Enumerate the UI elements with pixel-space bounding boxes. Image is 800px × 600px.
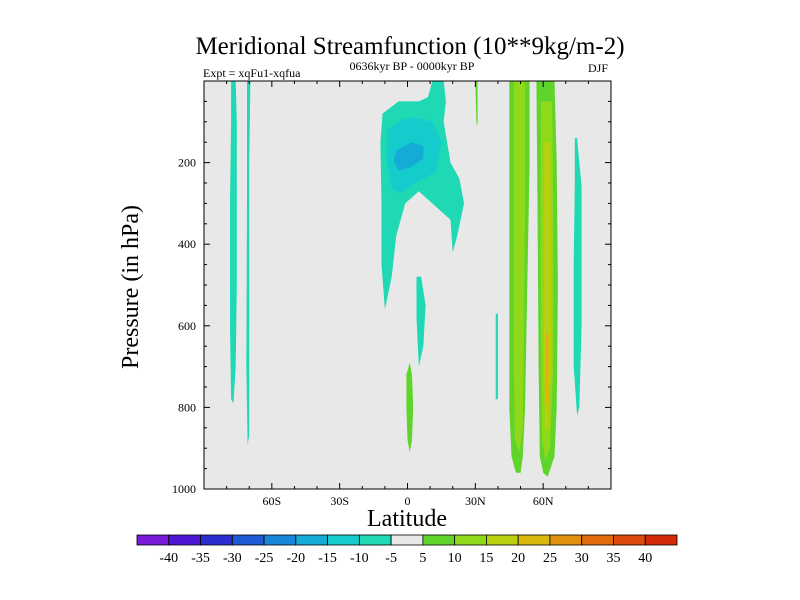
colorbar-swatch (549, 534, 583, 546)
colorbar-swatch (295, 534, 328, 546)
colorbar-swatch (358, 534, 392, 546)
contour-region-neg-5-7 (573, 138, 582, 416)
x-tick-label: 30N (465, 494, 486, 508)
colorbar-label: -10 (350, 551, 369, 566)
y-tick-label: 600 (178, 319, 196, 333)
colorbar-label: 25 (543, 551, 557, 566)
colorbar-swatch (231, 534, 265, 546)
colorbar-label: 35 (606, 551, 620, 566)
contour-region-pos-5-9 (475, 81, 478, 126)
colorbar-label: -20 (286, 551, 305, 566)
colorbar-label: -5 (385, 551, 397, 566)
colorbar-swatch (422, 534, 456, 546)
plot-area: 60S 30S 0 30N 60N 200 400 600 800 1000 (172, 80, 612, 508)
x-axis-label: Latitude (367, 506, 447, 532)
x-tick-label: 30S (330, 494, 349, 508)
colorbar-label: 15 (479, 551, 493, 566)
colorbar-swatch (263, 534, 297, 546)
subtitle-period: 0636kyr BP - 0000kyr BP (350, 59, 475, 73)
colorbar-label: 30 (575, 551, 589, 566)
colorbar-label: 10 (448, 551, 462, 566)
colorbar-label: 40 (638, 551, 652, 566)
colorbar-label: -35 (191, 551, 210, 566)
colorbar-swatch (486, 534, 519, 546)
y-tick-label: 400 (178, 237, 196, 251)
contour-regions (230, 81, 582, 477)
contour-region-neg-5-0 (230, 81, 237, 404)
colorbar-swatch (327, 534, 360, 546)
colorbar: -40 -35 -30 -25 -20 -15 -10 -5 5 10 15 20 25 30 35 40 (136, 534, 678, 566)
colorbar-label: 5 (419, 551, 426, 566)
contour-region-neg-5-5 (416, 276, 426, 367)
y-tick-label: 800 (178, 400, 196, 414)
subtitle-experiment: Expt = xqFu1-xqfua (203, 66, 301, 80)
colorbar-swatch (613, 534, 646, 546)
contour-region-neg-15-4 (393, 142, 424, 171)
colorbar-swatch (390, 534, 424, 546)
y-ticks: 200 400 600 800 1000 (172, 100, 611, 496)
contour-region-neg-5-6 (495, 313, 498, 400)
colorbar-swatch (454, 534, 487, 546)
colorbar-swatch (581, 534, 614, 546)
colorbar-swatch (644, 534, 678, 546)
colorbar-label: -25 (255, 551, 274, 566)
colorbar-swatch (200, 534, 233, 546)
x-tick-label: 60S (262, 494, 281, 508)
colorbar-label: 20 (511, 551, 525, 566)
y-tick-label: 1000 (172, 482, 196, 496)
colorbar-label: -40 (159, 551, 178, 566)
colorbar-swatch (136, 534, 170, 546)
contour-region-pos-20-15 (545, 334, 550, 416)
subtitle-season: DJF (588, 61, 608, 75)
contour-region-pos-10-11 (513, 81, 526, 453)
chart-title: Meridional Streamfunction (10**9kg/m-2) (195, 33, 624, 60)
colorbar-swatch (517, 534, 551, 546)
contour-region-pos-5-8 (406, 362, 414, 453)
x-ticks: 60S 30S 0 30N 60N (226, 81, 589, 508)
contour-region-neg-5-1 (246, 81, 251, 445)
y-tick-label: 200 (178, 156, 196, 170)
x-tick-label: 0 (405, 494, 411, 508)
colorbar-label: -30 (223, 551, 242, 566)
colorbar-label: -15 (318, 551, 337, 566)
colorbar-swatch (168, 534, 201, 546)
y-axis-label: Pressure (in hPa) (118, 205, 144, 369)
x-tick-label: 60N (533, 494, 554, 508)
